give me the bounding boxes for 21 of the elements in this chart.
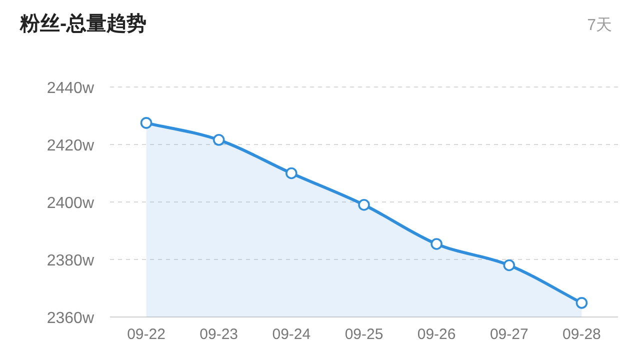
y-tick-label: 2360w bbox=[46, 310, 94, 327]
point bbox=[286, 167, 298, 180]
annotation: 7天 bbox=[587, 17, 612, 34]
point bbox=[430, 238, 442, 250]
x-tick-label: 09-26 bbox=[417, 326, 456, 343]
point bbox=[358, 198, 370, 211]
point bbox=[140, 117, 152, 129]
title: 粉丝-总量趋势 bbox=[20, 13, 147, 35]
x-tick-label: 09-24 bbox=[272, 326, 311, 343]
point bbox=[212, 134, 225, 146]
x-tick-label: 09-23 bbox=[200, 326, 238, 343]
y-tick-label: 2380w bbox=[46, 252, 94, 270]
y-tick-label: 2400w bbox=[46, 195, 94, 212]
x-tick-label: 09-27 bbox=[490, 326, 528, 343]
y-tick-label: 2440w bbox=[46, 80, 94, 97]
point bbox=[503, 259, 516, 272]
y-tick-label: 2420w bbox=[46, 138, 94, 154]
point bbox=[576, 297, 588, 309]
x-tick-label: 09-22 bbox=[127, 326, 166, 343]
x-tick-label: 09-25 bbox=[344, 326, 384, 343]
x-tick-label: 09-28 bbox=[562, 326, 601, 343]
